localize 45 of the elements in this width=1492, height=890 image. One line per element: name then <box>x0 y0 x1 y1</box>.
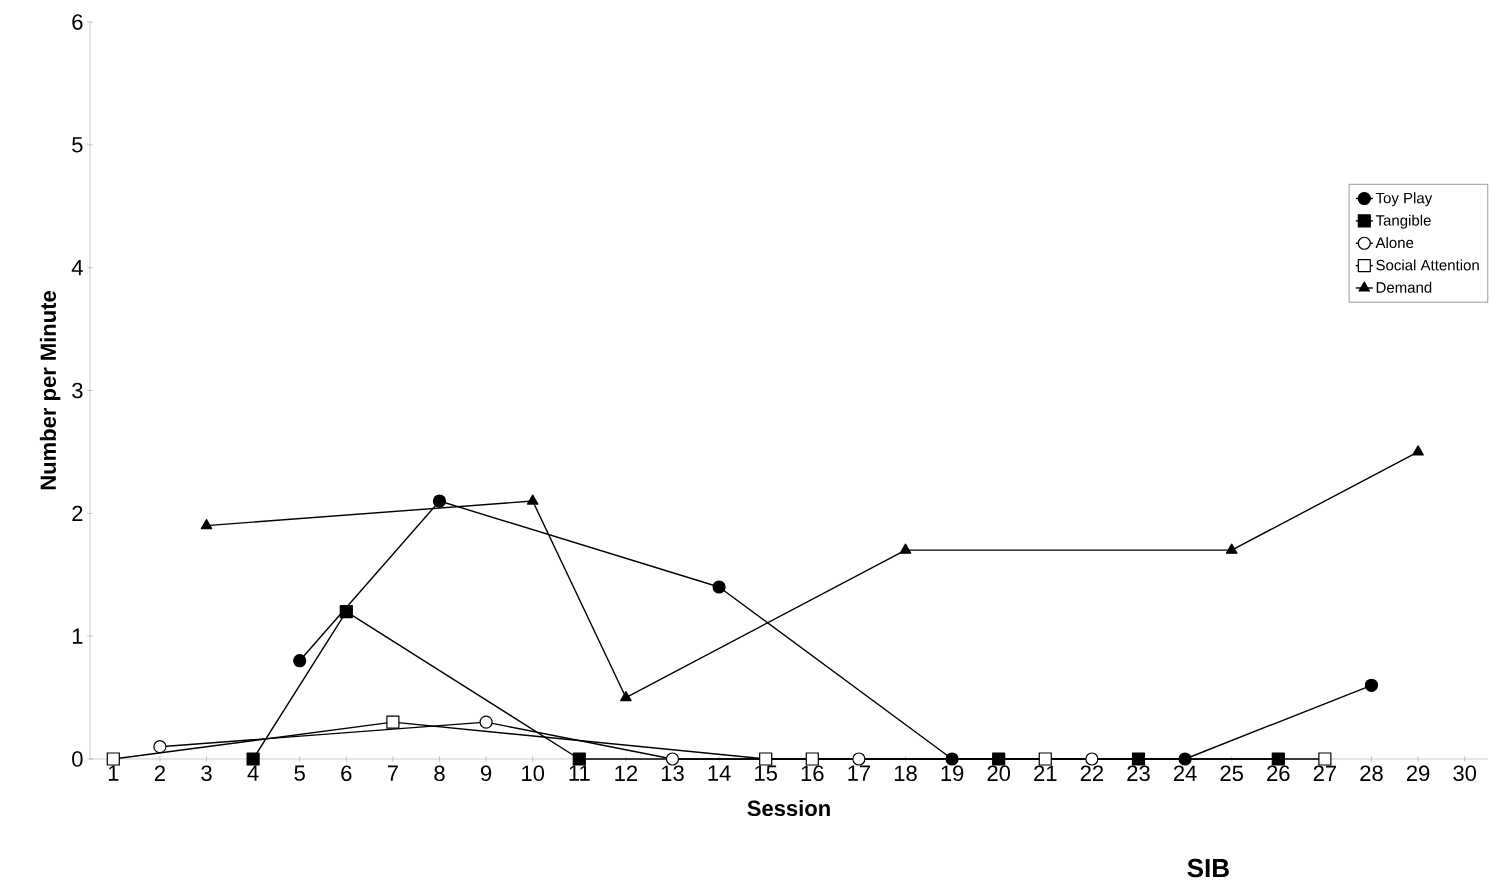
x-tick-label: 2 <box>154 765 165 781</box>
x-axis-title: Session <box>747 799 830 817</box>
x-tick-label: 21 <box>1034 765 1057 781</box>
y-axis-title: Number per Minute <box>39 291 61 490</box>
legend-label: Tangible <box>1375 214 1431 229</box>
x-tick-label: 17 <box>848 765 871 781</box>
x-tick-label: 22 <box>1080 765 1104 781</box>
x-tick-label: 6 <box>341 765 352 782</box>
legend-label: Social Attention <box>1376 259 1479 271</box>
y-tick-label: 3 <box>72 382 83 399</box>
x-tick-label: 16 <box>801 765 824 782</box>
x-tick-label: 9 <box>481 765 492 782</box>
x-tick-label: 24 <box>1173 765 1197 781</box>
x-tick-label: 12 <box>615 765 638 781</box>
y-tick-label: 5 <box>72 137 83 153</box>
y-tick-label: 0 <box>72 751 83 767</box>
y-tick-label: 2 <box>72 505 83 521</box>
legend-label: Demand <box>1376 281 1432 293</box>
x-tick-label: 27 <box>1313 765 1337 781</box>
x-tick-label: 19 <box>941 765 964 782</box>
x-tick-label: 8 <box>434 765 445 782</box>
x-tick-label: 5 <box>294 765 305 781</box>
x-tick-label: 1 <box>108 765 119 781</box>
x-tick-label: 14 <box>708 765 731 781</box>
x-tick-label: 4 <box>247 765 259 781</box>
x-tick-label: 13 <box>661 765 684 782</box>
x-tick-label: 7 <box>387 765 398 781</box>
x-tick-label: 28 <box>1360 765 1383 782</box>
x-tick-label: 30 <box>1453 765 1477 782</box>
x-tick-label: 15 <box>755 765 777 781</box>
y-tick-label: 4 <box>71 260 83 276</box>
x-tick-label: 23 <box>1127 765 1150 782</box>
x-tick-label: 29 <box>1406 765 1430 782</box>
x-tick-label: 26 <box>1267 765 1290 782</box>
x-tick-label: 18 <box>894 765 917 782</box>
x-tick-label: 11 <box>569 765 590 781</box>
y-tick-label: 6 <box>72 14 83 30</box>
x-tick-label: 3 <box>201 765 212 782</box>
y-tick-label: 1 <box>72 628 83 644</box>
x-tick-label: 20 <box>987 765 1011 782</box>
x-tick-label: 10 <box>522 765 545 782</box>
x-tick-label: 25 <box>1220 765 1243 782</box>
text: SIB <box>1187 858 1229 878</box>
legend-label: Alone <box>1375 237 1414 249</box>
legend-label: Toy Play <box>1375 192 1433 207</box>
